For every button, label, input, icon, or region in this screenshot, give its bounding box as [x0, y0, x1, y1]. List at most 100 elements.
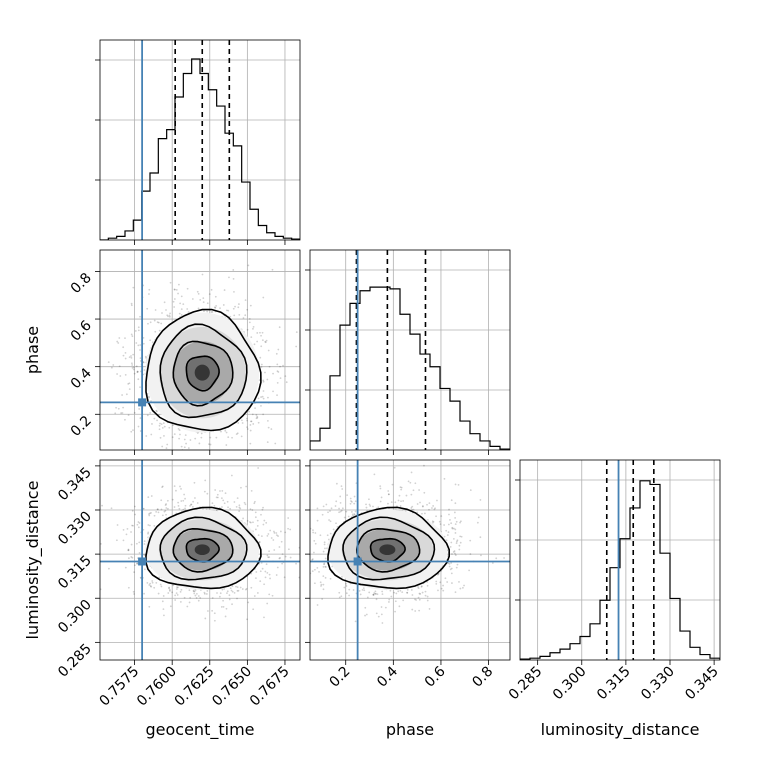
scatter-point — [387, 502, 389, 505]
scatter-point — [127, 414, 130, 417]
scatter-point — [368, 591, 371, 594]
scatter-point — [275, 532, 278, 534]
scatter-point — [402, 599, 405, 602]
scatter-point — [412, 489, 415, 492]
scatter-point — [241, 588, 244, 590]
scatter-point — [231, 585, 234, 588]
scatter-point — [100, 542, 102, 545]
scatter-point — [267, 426, 270, 429]
scatter-point — [132, 429, 134, 432]
scatter-point — [227, 436, 230, 439]
scatter-point — [139, 576, 142, 579]
scatter-point — [325, 503, 328, 506]
scatter-point — [155, 409, 158, 412]
scatter-point — [224, 492, 227, 495]
scatter-point — [262, 413, 265, 416]
scatter-point — [339, 510, 342, 513]
scatter-point — [223, 502, 226, 505]
scatter-point — [142, 361, 145, 364]
scatter-point — [262, 379, 265, 382]
scatter-point — [203, 490, 206, 493]
scatter-point — [161, 445, 164, 448]
scatter-point — [202, 301, 205, 304]
y-tick-label: 0.330 — [55, 509, 95, 549]
scatter-point — [268, 593, 271, 596]
scatter-point — [314, 542, 317, 545]
scatter-point — [192, 590, 195, 593]
scatter-point — [122, 406, 125, 409]
scatter-point — [459, 587, 462, 590]
scatter-point — [260, 396, 262, 398]
scatter-point — [251, 413, 254, 416]
scatter-point — [268, 550, 270, 553]
scatter-point — [267, 533, 270, 535]
y-axis-label-phase: phase — [23, 326, 42, 374]
scatter-point — [250, 586, 253, 589]
scatter-point — [193, 592, 196, 595]
scatter-point — [197, 307, 200, 310]
scatter-point — [260, 363, 263, 366]
density-level — [379, 544, 396, 556]
scatter-point — [220, 430, 222, 433]
scatter-point — [178, 283, 180, 286]
scatter-point — [135, 365, 138, 368]
scatter-point — [476, 521, 479, 524]
scatter-point — [270, 537, 273, 539]
scatter-point — [233, 501, 236, 503]
scatter-point — [252, 423, 255, 425]
scatter-point — [175, 489, 177, 492]
scatter-point — [278, 557, 281, 560]
scatter-point — [305, 540, 307, 542]
scatter-point — [248, 455, 250, 457]
scatter-point — [211, 311, 214, 313]
scatter-point — [153, 514, 156, 517]
scatter-point — [311, 558, 314, 561]
scatter-point — [93, 296, 95, 298]
scatter-point — [316, 604, 319, 606]
scatter-point — [354, 620, 357, 623]
scatter-point — [180, 445, 183, 448]
scatter-point — [253, 502, 256, 505]
scatter-point — [179, 590, 182, 593]
scatter-point — [146, 581, 149, 584]
scatter-point — [215, 304, 218, 307]
scatter-point — [238, 506, 241, 509]
scatter-point — [177, 292, 179, 295]
scatter-point — [329, 510, 331, 512]
scatter-point — [436, 573, 439, 576]
scatter-point — [125, 533, 128, 536]
panel-border — [309, 249, 511, 451]
scatter-point — [268, 556, 271, 559]
scatter-point — [225, 444, 228, 446]
scatter-point — [432, 505, 435, 507]
scatter-point — [460, 535, 463, 538]
scatter-point — [303, 419, 305, 421]
scatter-point — [148, 605, 151, 608]
scatter-point — [135, 342, 138, 344]
scatter-point — [261, 339, 264, 342]
scatter-point — [143, 540, 146, 543]
scatter-point — [176, 586, 178, 589]
scatter-point — [377, 615, 380, 618]
scatter-point — [260, 535, 263, 537]
scatter-point — [221, 490, 224, 492]
scatter-point — [93, 560, 95, 562]
scatter-point — [191, 298, 194, 300]
scatter-point — [372, 593, 375, 596]
scatter-point — [147, 532, 149, 535]
scatter-point — [338, 511, 340, 514]
scatter-point — [173, 288, 176, 291]
scatter-point — [394, 600, 397, 603]
scatter-point — [150, 433, 153, 436]
scatter-point — [414, 482, 417, 485]
scatter-point — [266, 378, 269, 381]
y-tick-label: 0.315 — [55, 553, 95, 593]
scatter-point — [207, 610, 209, 612]
scatter-point — [368, 498, 370, 501]
scatter-point — [455, 520, 458, 523]
scatter-point — [393, 591, 396, 594]
scatter-point — [426, 595, 429, 598]
scatter-point — [183, 446, 186, 449]
scatter-point — [435, 580, 438, 583]
scatter-point — [172, 424, 174, 427]
